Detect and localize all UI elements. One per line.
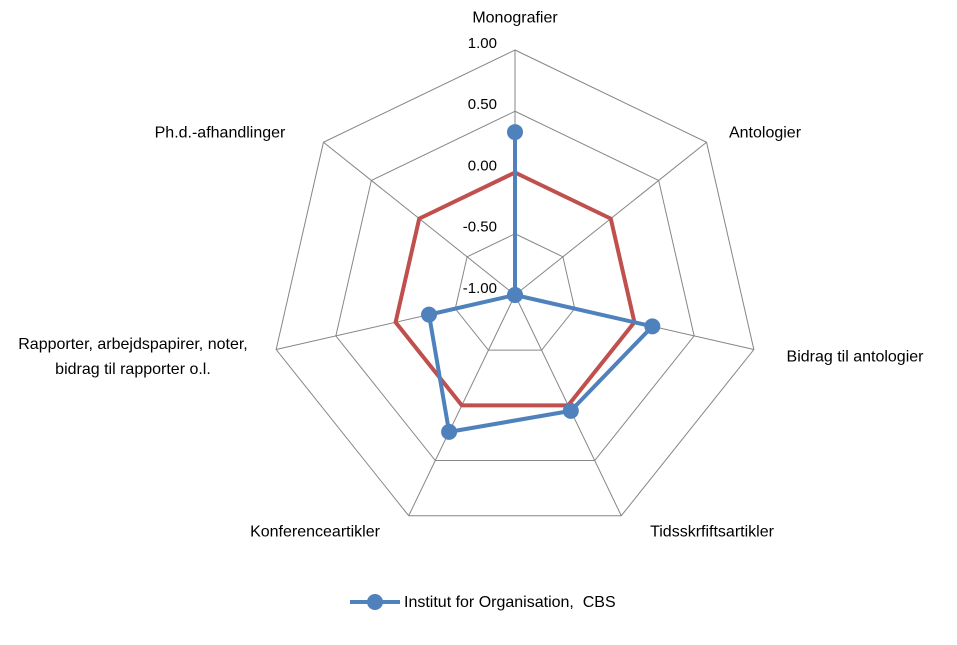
grid-ring <box>275 49 755 517</box>
r-tick-label: 0.50 <box>468 96 497 113</box>
marker <box>507 287 523 303</box>
category-label: Antologier <box>728 124 802 142</box>
marker <box>644 318 661 335</box>
legend-label: Institut for Organisation, CBS <box>404 594 616 611</box>
marker <box>507 124 523 141</box>
marker <box>441 423 458 440</box>
category-label: Konferenceartikler <box>250 523 380 541</box>
category-label: Bidrag til antologier <box>786 348 924 366</box>
category-label: Tidsskrfiftsartikler <box>650 523 774 541</box>
category-label: Ph.d.-afhandlinger <box>154 124 286 142</box>
series-line <box>393 170 637 408</box>
r-tick-label: -1.00 <box>463 280 497 297</box>
marker <box>562 402 579 419</box>
grid-ring <box>335 110 695 462</box>
marker <box>421 306 438 323</box>
r-tick-label: 1.00 <box>468 35 497 52</box>
category-label: Monografier <box>472 9 558 27</box>
r-tick-label: -0.50 <box>463 219 497 236</box>
category-label: Rapporter, arbejdspapirer, noter, bidrag… <box>18 336 248 378</box>
legend-marker <box>367 594 383 610</box>
series-line <box>427 130 655 434</box>
r-tick-label: 0.00 <box>468 157 497 174</box>
grid-ring <box>454 233 576 351</box>
